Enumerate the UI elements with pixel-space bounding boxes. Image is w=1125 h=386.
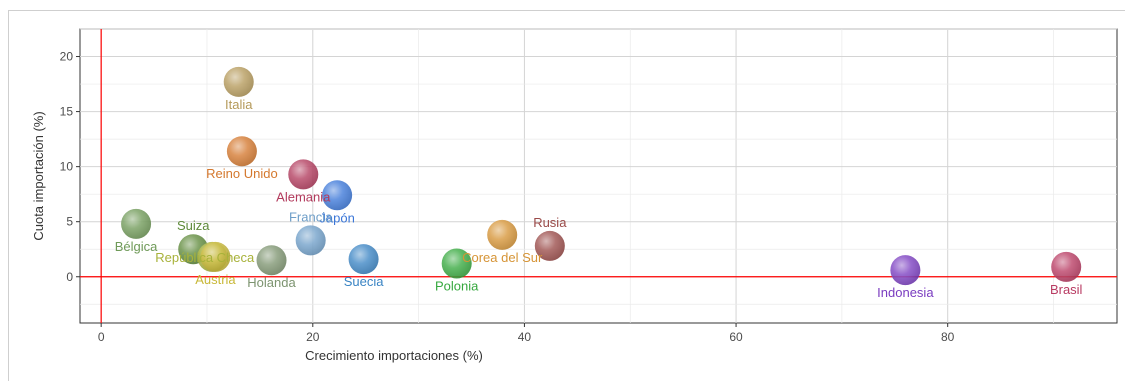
data-point <box>348 244 379 275</box>
x-tick-label: 40 <box>518 330 532 344</box>
point-label: Reino Unido <box>206 166 278 181</box>
y-tick-label: 15 <box>60 105 74 119</box>
point-label: Holanda <box>247 275 296 290</box>
data-point <box>223 66 254 97</box>
point-highlight <box>322 180 353 211</box>
data-point <box>226 136 257 167</box>
data-point <box>256 245 287 276</box>
point-highlight <box>487 219 518 250</box>
reference-lines <box>80 29 1117 323</box>
point-highlight <box>226 136 257 167</box>
point-label: Italia <box>225 97 253 112</box>
point-label: Austria <box>195 272 236 287</box>
point-highlight <box>441 248 472 279</box>
point-label: República Checa <box>155 250 255 265</box>
point-label: Suecia <box>344 274 385 289</box>
point-label: Alemania <box>276 189 331 204</box>
data-point <box>121 208 152 239</box>
data-points <box>121 66 1082 286</box>
data-point <box>1051 251 1082 282</box>
point-label: Japón <box>319 210 354 225</box>
x-axis-label: Crecimiento importaciones (%) <box>305 348 483 363</box>
frame-top-border <box>8 10 1125 11</box>
point-label: Brasil <box>1050 282 1083 297</box>
x-tick-label: 60 <box>729 330 743 344</box>
point-highlight <box>121 208 152 239</box>
data-point <box>200 241 231 272</box>
y-tick-label: 5 <box>66 215 73 229</box>
point-highlight <box>348 244 379 275</box>
point-highlight <box>534 230 565 261</box>
frame-left-border <box>8 10 9 381</box>
x-tick-label: 0 <box>98 330 105 344</box>
data-point <box>322 180 353 211</box>
data-point <box>534 230 565 261</box>
data-point <box>295 225 326 256</box>
point-label: Indonesia <box>877 285 934 300</box>
point-highlight <box>1051 251 1082 282</box>
data-point <box>890 255 921 286</box>
y-tick-label: 20 <box>60 50 74 64</box>
data-point <box>288 159 319 190</box>
point-highlight <box>890 255 921 286</box>
point-highlight <box>288 159 319 190</box>
y-tick-label: 0 <box>66 270 73 284</box>
data-point <box>441 248 472 279</box>
data-point <box>487 219 518 250</box>
axes: 0 20 40 60 80 0 5 10 15 20 <box>60 50 955 344</box>
y-tick-label: 10 <box>60 160 74 174</box>
point-highlight <box>295 225 326 256</box>
point-label: Polonia <box>435 279 479 294</box>
x-tick-label: 20 <box>306 330 320 344</box>
point-label: Suiza <box>177 218 210 233</box>
point-label: Bélgica <box>115 239 158 254</box>
point-highlight <box>223 66 254 97</box>
x-tick-label: 80 <box>941 330 955 344</box>
point-highlight <box>200 241 231 272</box>
point-highlight <box>256 245 287 276</box>
y-axis-label: Cuota importación (%) <box>31 111 46 240</box>
point-label: Corea del Sur <box>462 250 543 265</box>
point-label: Rusia <box>533 215 567 230</box>
point-label: Francia <box>289 209 333 224</box>
